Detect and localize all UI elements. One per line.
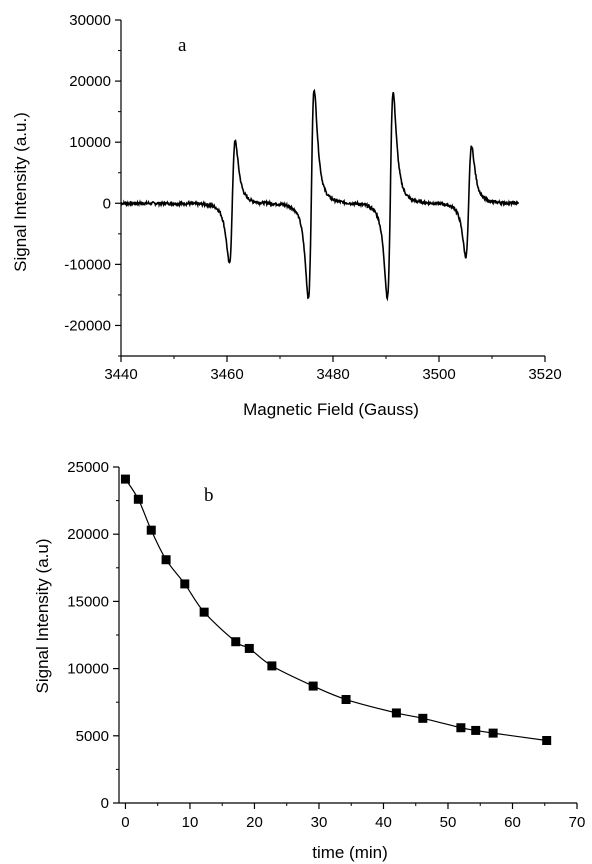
panel-a-y-axis-title: Signal Intensity (a.u.) xyxy=(11,112,30,272)
panel-b-x-tick-label: 10 xyxy=(182,814,199,831)
panel-b-data-point xyxy=(244,643,254,653)
panel-b-data-point xyxy=(471,725,481,735)
panel-b-data-point xyxy=(267,661,277,671)
panel-b-x-tick-label: 0 xyxy=(121,814,129,831)
panel-b-data-point xyxy=(391,708,401,718)
panel-b-y-tick-label: 25000 xyxy=(67,459,109,476)
panel-b-data-point xyxy=(231,637,241,647)
panel-a-x-tick-label: 3440 xyxy=(104,366,137,383)
panel-b-x-tick-label: 20 xyxy=(246,814,263,831)
panel-b-data-point xyxy=(456,723,466,733)
panel-b-data-point xyxy=(146,525,156,535)
panel-b-data-point xyxy=(161,555,171,565)
panel-b-x-tick-label: 30 xyxy=(311,814,328,831)
panel-b-decay-line xyxy=(124,478,547,742)
chart-panel-a: 3440 3460 3480 3500 3520 -20000 -10000 0 10000 20… xyxy=(11,12,562,419)
panel-b-x-tick-label: 60 xyxy=(504,814,521,831)
panel-a-y-tick-label: -10000 xyxy=(64,256,111,273)
panel-b-data-point xyxy=(180,579,190,589)
panel-b-y-tick-label: 5000 xyxy=(76,728,109,745)
panel-b-x-tick-label: 50 xyxy=(440,814,457,831)
panel-b-data-point xyxy=(341,695,351,705)
chart-panel-b: 0 10 20 30 40 50 60 70 0 5000 10000 15000 20000 25000… xyxy=(33,459,585,862)
panel-b-x-tick-label: 70 xyxy=(569,814,586,831)
panel-a-axes xyxy=(120,20,545,357)
panel-b-data-point xyxy=(308,681,318,691)
panel-a-x-tick-label: 3500 xyxy=(422,366,455,383)
panel-a-x-tick-label: 3520 xyxy=(528,366,561,383)
panel-b-label: b xyxy=(204,485,214,506)
panel-b-data-point xyxy=(488,728,498,738)
panel-b-y-tick-label: 10000 xyxy=(67,661,109,678)
panel-a-y-tick-label: 10000 xyxy=(69,134,111,151)
panel-b-data-point xyxy=(542,736,552,746)
panel-b-y-tick-label: 15000 xyxy=(67,593,109,610)
panel-a-x-axis-title: Magnetic Field (Gauss) xyxy=(243,400,419,419)
panel-b-y-tick-label: 20000 xyxy=(67,526,109,543)
panel-b-axes xyxy=(118,467,577,804)
panel-a-y-tick-label: 20000 xyxy=(69,73,111,90)
panel-a-y-tick-label: 30000 xyxy=(69,12,111,29)
panel-b-y-tick-label: 0 xyxy=(101,795,109,812)
panel-b-points xyxy=(120,474,552,746)
panel-b-x-axis-title: time (min) xyxy=(312,843,388,862)
panel-b-y-axis-title: Signal Intensity (a.u) xyxy=(33,539,52,694)
panel-b-data-point xyxy=(120,474,130,484)
panel-a-x-tick-label: 3480 xyxy=(316,366,349,383)
panel-a-spectrum-line xyxy=(120,88,520,302)
panel-a-label: a xyxy=(178,35,187,56)
panel-b-data-point xyxy=(133,494,143,504)
panel-b-data-point xyxy=(199,607,209,617)
panel-b-x-tick-label: 40 xyxy=(375,814,392,831)
panel-a-ticks: 3440 3460 3480 3500 3520 -20000 -10000 0 10000 20… xyxy=(64,12,561,383)
panel-b-data-point xyxy=(418,713,428,723)
panel-a-y-tick-label: 0 xyxy=(103,195,111,212)
panel-a-x-tick-label: 3460 xyxy=(210,366,243,383)
panel-a-y-tick-label: -20000 xyxy=(64,317,111,334)
panel-b-ticks: 0 10 20 30 40 50 60 70 0 5000 10000 15000 20000 25000 xyxy=(67,459,585,831)
